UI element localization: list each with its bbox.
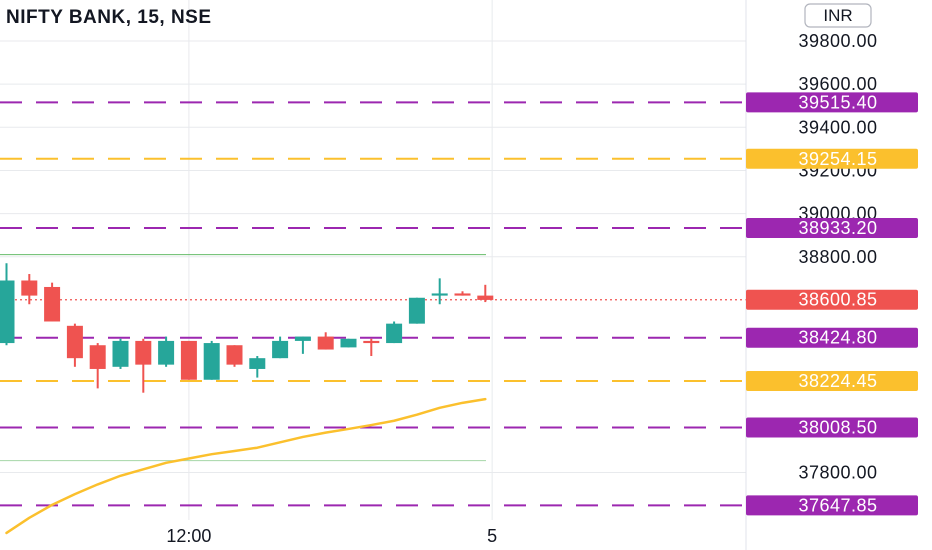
- level-label-box: [746, 218, 918, 239]
- price-tick-label: 37800.00: [798, 463, 877, 483]
- time-tick-label: 5: [487, 526, 497, 546]
- candle-body: [180, 340, 197, 380]
- candles: [0, 263, 494, 393]
- candle: [180, 340, 197, 380]
- candle-body: [158, 340, 175, 365]
- candle: [317, 332, 334, 350]
- candle: [226, 345, 243, 367]
- candle: [0, 263, 15, 346]
- candle: [363, 338, 380, 357]
- horizontal-lines: [0, 254, 486, 462]
- candle-body: [386, 323, 403, 344]
- moving-average-line: [5, 397, 487, 535]
- price-tick-label: 39600.00: [798, 74, 877, 94]
- candle: [272, 336, 289, 359]
- candle-body: [294, 336, 311, 341]
- candle-body: [44, 286, 61, 322]
- candle-body: [21, 280, 38, 296]
- last-price-label-box: [746, 289, 918, 310]
- currency-label: INR: [823, 6, 852, 25]
- candle: [454, 291, 471, 296]
- candle: [477, 284, 494, 303]
- level-label-box: [746, 148, 918, 169]
- level-label-box: [746, 495, 918, 516]
- price-axis[interactable]: 39800.0039600.0039400.0039200.0039000.00…: [745, 0, 918, 550]
- candle: [21, 274, 38, 305]
- candle: [431, 278, 448, 305]
- level-label: 39515.40: [798, 92, 877, 112]
- level-lines: [0, 101, 746, 507]
- level-label: 38933.20: [798, 218, 877, 238]
- candle-body: [0, 280, 15, 344]
- candle-body: [112, 340, 129, 367]
- candle: [112, 338, 129, 369]
- candle: [408, 297, 425, 324]
- candle-body: [317, 336, 334, 350]
- candle: [249, 356, 266, 378]
- level-label: 39254.15: [798, 149, 877, 169]
- candle: [66, 323, 83, 367]
- candle: [44, 282, 61, 322]
- candle-body: [203, 343, 220, 380]
- price-tick-label: 39800.00: [798, 31, 877, 51]
- candle-body: [363, 340, 380, 344]
- price-tick-label: 39400.00: [798, 117, 877, 137]
- candle-body: [408, 297, 425, 324]
- candle-body: [249, 358, 266, 369]
- level-label-box: [746, 417, 918, 438]
- price-tick-label: 38800.00: [798, 247, 877, 267]
- candle: [294, 336, 311, 354]
- candle-body: [340, 338, 357, 348]
- candle-body: [454, 293, 471, 296]
- candle: [203, 340, 220, 380]
- candle: [135, 338, 152, 393]
- currency-button[interactable]: INR: [804, 3, 872, 28]
- candle: [158, 336, 175, 367]
- level-label: 37647.85: [798, 495, 877, 515]
- candle-body: [272, 340, 289, 359]
- candle: [89, 343, 106, 389]
- time-axis[interactable]: 12:00 5: [166, 526, 497, 546]
- grid: [0, 0, 746, 520]
- moving-average: [5, 397, 487, 535]
- candle-body: [135, 340, 152, 365]
- candle-body: [477, 295, 494, 300]
- candle-body: [89, 345, 106, 369]
- symbol-title: NIFTY BANK, 15, NSE: [6, 7, 212, 28]
- last-price-label: 38600.85: [798, 290, 877, 310]
- candle: [340, 338, 357, 348]
- level-label: 38424.80: [798, 328, 877, 348]
- level-label-box: [746, 92, 918, 113]
- level-label-box: [746, 327, 918, 348]
- candle: [386, 321, 403, 344]
- time-tick-label: 12:00: [166, 526, 211, 546]
- candle-body: [66, 325, 83, 359]
- level-label: 38008.50: [798, 418, 877, 438]
- level-label: 38224.45: [798, 371, 877, 391]
- candle-body: [431, 293, 448, 296]
- candle-body: [226, 345, 243, 365]
- level-label-box: [746, 370, 918, 391]
